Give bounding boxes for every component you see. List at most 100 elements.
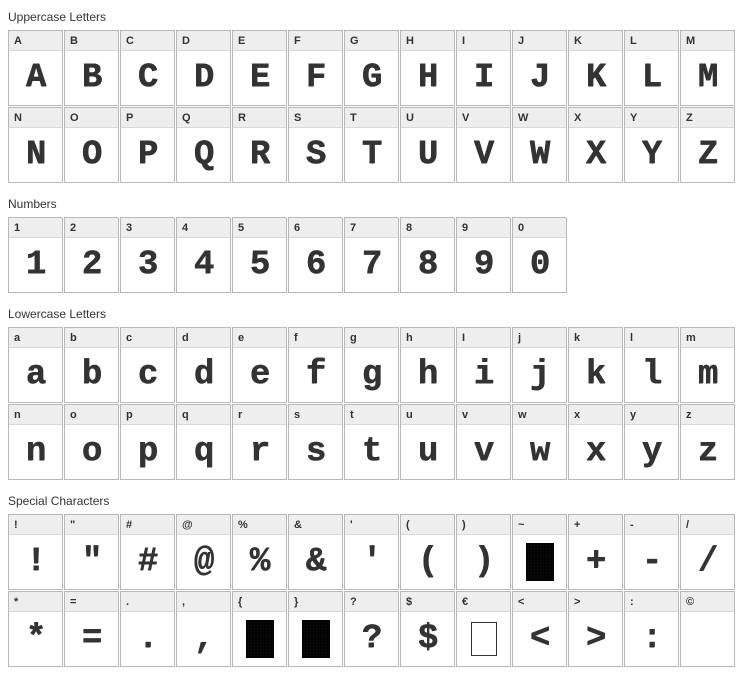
glyph-cell[interactable]: ww <box>512 404 567 480</box>
glyph-cell[interactable]: %% <box>232 514 287 590</box>
glyph-cell[interactable]: PP <box>120 107 175 183</box>
glyph-cell[interactable]: BB <box>64 30 119 106</box>
glyph-cell[interactable]: 88 <box>400 217 455 293</box>
glyph-cell[interactable]: (( <box>400 514 455 590</box>
glyph-char: r <box>250 433 269 471</box>
glyph-label: A <box>9 31 62 51</box>
glyph-cell[interactable]: 44 <box>176 217 231 293</box>
glyph-cell[interactable]: ff <box>288 327 343 403</box>
glyph-cell[interactable]: VV <box>456 107 511 183</box>
glyph-label: F <box>289 31 342 51</box>
glyph-cell[interactable]: € <box>456 591 511 667</box>
glyph-cell[interactable]: )) <box>456 514 511 590</box>
glyph-label: ) <box>457 515 510 535</box>
glyph-cell[interactable]: && <box>288 514 343 590</box>
glyph-cell[interactable]: ++ <box>568 514 623 590</box>
glyph-cell[interactable]: TT <box>344 107 399 183</box>
glyph-cell[interactable]: WW <box>512 107 567 183</box>
glyph-cell[interactable]: .. <box>120 591 175 667</box>
glyph-cell[interactable]: ss <box>288 404 343 480</box>
glyph-cell[interactable]: ll <box>624 327 679 403</box>
glyph-label: H <box>401 31 454 51</box>
glyph-cell[interactable]: II <box>456 30 511 106</box>
glyph-cell[interactable]: { <box>232 591 287 667</box>
glyph-cell[interactable]: } <box>288 591 343 667</box>
glyph-cell[interactable]: !! <box>8 514 63 590</box>
glyph-cell[interactable]: vv <box>456 404 511 480</box>
glyph-cell[interactable]: ?? <box>344 591 399 667</box>
glyph-cell[interactable]: '' <box>344 514 399 590</box>
glyph-cell[interactable]: ** <box>8 591 63 667</box>
glyph-cell[interactable]: gg <box>344 327 399 403</box>
glyph-cell[interactable]: nn <box>8 404 63 480</box>
glyph-cell[interactable]: << <box>512 591 567 667</box>
glyph-cell[interactable]: yy <box>624 404 679 480</box>
glyph-cell[interactable]: ,, <box>176 591 231 667</box>
glyph-cell[interactable]: bb <box>64 327 119 403</box>
glyph-label: ~ <box>513 515 566 535</box>
glyph-cell[interactable]: JJ <box>512 30 567 106</box>
glyph-cell[interactable]: jj <box>512 327 567 403</box>
glyph-cell[interactable]: :: <box>624 591 679 667</box>
glyph-cell[interactable]: MM <box>680 30 735 106</box>
glyph-cell[interactable]: 77 <box>344 217 399 293</box>
glyph-cell[interactable]: xx <box>568 404 623 480</box>
glyph-cell[interactable]: HH <box>400 30 455 106</box>
glyph-cell[interactable]: dd <box>176 327 231 403</box>
glyph-cell[interactable]: rr <box>232 404 287 480</box>
glyph-cell[interactable]: "" <box>64 514 119 590</box>
glyph-cell[interactable]: uu <box>400 404 455 480</box>
glyph-cell[interactable]: NN <box>8 107 63 183</box>
glyph-cell[interactable]: @@ <box>176 514 231 590</box>
glyph-preview: T <box>345 128 398 182</box>
glyph-cell[interactable]: 99 <box>456 217 511 293</box>
glyph-cell[interactable]: kk <box>568 327 623 403</box>
glyph-cell[interactable]: EE <box>232 30 287 106</box>
glyph-cell[interactable]: Ii <box>456 327 511 403</box>
glyph-char: p <box>138 433 157 471</box>
glyph-cell[interactable]: zz <box>680 404 735 480</box>
glyph-cell[interactable]: mm <box>680 327 735 403</box>
glyph-cell[interactable]: $$ <box>400 591 455 667</box>
glyph-cell[interactable]: GG <box>344 30 399 106</box>
glyph-cell[interactable]: pp <box>120 404 175 480</box>
glyph-cell[interactable]: © <box>680 591 735 667</box>
glyph-cell[interactable]: == <box>64 591 119 667</box>
glyph-cell[interactable]: oo <box>64 404 119 480</box>
glyph-cell[interactable]: 33 <box>120 217 175 293</box>
glyph-cell[interactable]: QQ <box>176 107 231 183</box>
glyph-cell[interactable]: DD <box>176 30 231 106</box>
glyph-cell[interactable]: AA <box>8 30 63 106</box>
glyph-cell[interactable]: cc <box>120 327 175 403</box>
glyph-cell[interactable]: SS <box>288 107 343 183</box>
glyph-preview <box>457 612 510 666</box>
glyph-char: = <box>82 620 101 658</box>
glyph-cell[interactable]: tt <box>344 404 399 480</box>
glyph-cell[interactable]: ## <box>120 514 175 590</box>
glyph-cell[interactable]: ~ <box>512 514 567 590</box>
glyph-cell[interactable]: ZZ <box>680 107 735 183</box>
glyph-cell[interactable]: ee <box>232 327 287 403</box>
glyph-cell[interactable]: LL <box>624 30 679 106</box>
glyph-cell[interactable]: 22 <box>64 217 119 293</box>
glyph-cell[interactable]: FF <box>288 30 343 106</box>
glyph-label: = <box>65 592 118 612</box>
glyph-cell[interactable]: >> <box>568 591 623 667</box>
glyph-char: / <box>698 543 717 581</box>
glyph-cell[interactable]: YY <box>624 107 679 183</box>
glyph-cell[interactable]: 55 <box>232 217 287 293</box>
glyph-cell[interactable]: KK <box>568 30 623 106</box>
glyph-cell[interactable]: 66 <box>288 217 343 293</box>
glyph-cell[interactable]: RR <box>232 107 287 183</box>
glyph-cell[interactable]: UU <box>400 107 455 183</box>
glyph-cell[interactable]: OO <box>64 107 119 183</box>
glyph-cell[interactable]: XX <box>568 107 623 183</box>
glyph-cell[interactable]: hh <box>400 327 455 403</box>
glyph-cell[interactable]: // <box>680 514 735 590</box>
glyph-cell[interactable]: 00 <box>512 217 567 293</box>
glyph-cell[interactable]: -- <box>624 514 679 590</box>
glyph-cell[interactable]: qq <box>176 404 231 480</box>
glyph-cell[interactable]: 11 <box>8 217 63 293</box>
glyph-cell[interactable]: CC <box>120 30 175 106</box>
glyph-cell[interactable]: aa <box>8 327 63 403</box>
